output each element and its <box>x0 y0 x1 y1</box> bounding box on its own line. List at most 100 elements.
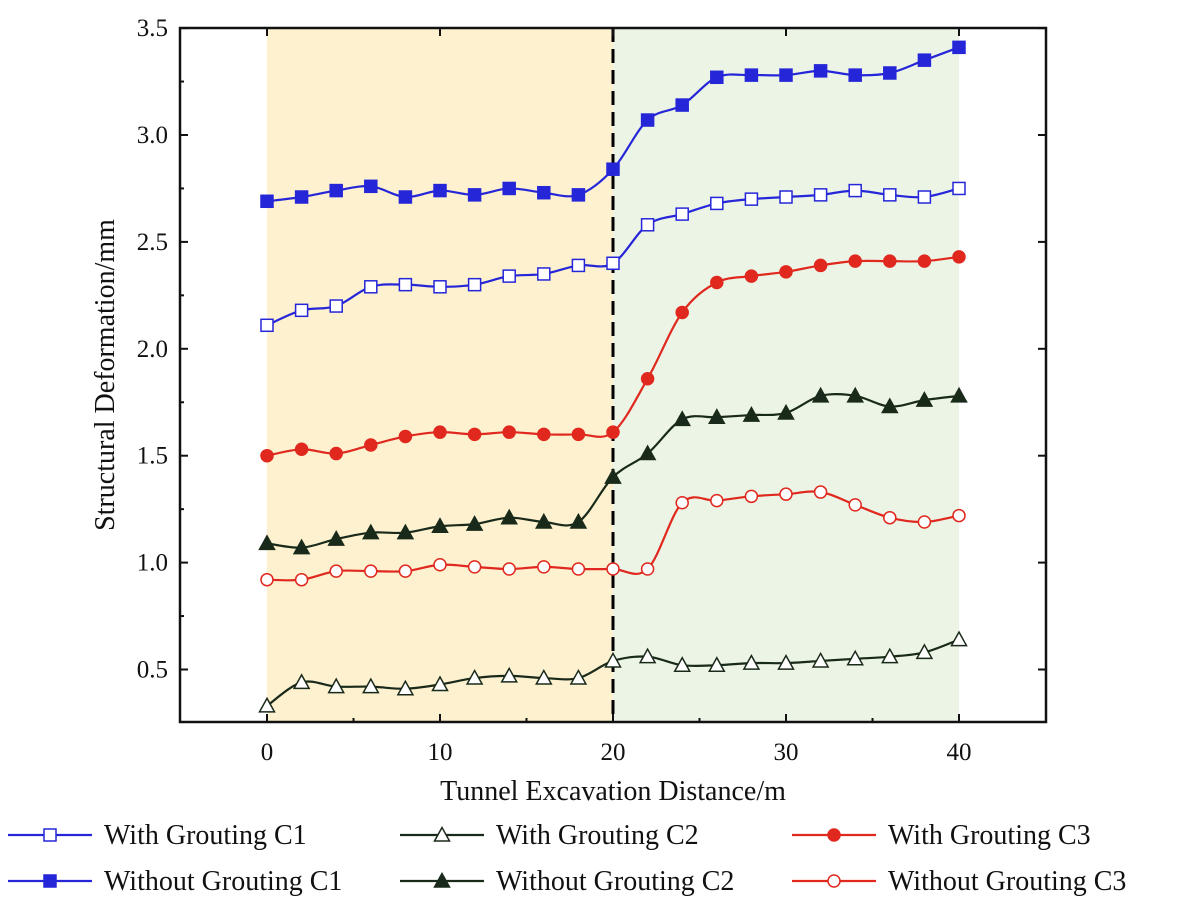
series-6 <box>260 485 966 587</box>
data-point-4-12 <box>640 113 655 127</box>
data-point-1-9 <box>537 267 551 281</box>
data-point-2-13 <box>673 656 691 672</box>
data-point-4-17 <box>813 64 828 78</box>
data-point-1-16 <box>779 190 793 204</box>
data-point-4-8 <box>502 181 516 196</box>
data-point-3-7 <box>467 427 482 442</box>
axis-ticks <box>180 27 1046 722</box>
data-point-3-20 <box>917 254 932 268</box>
data-point-1-13 <box>675 207 689 221</box>
data-point-4-5 <box>398 190 413 204</box>
data-point-6-13 <box>675 495 689 510</box>
data-point-4-7 <box>467 188 482 202</box>
data-point-3-12 <box>640 371 655 386</box>
legend-marker <box>43 828 57 842</box>
data-point-3-18 <box>848 254 862 268</box>
data-point-3-19 <box>883 254 897 268</box>
legend-marker <box>827 828 841 842</box>
data-point-3-9 <box>537 427 551 442</box>
data-point-3-3 <box>329 446 343 461</box>
legend-marker <box>43 874 57 888</box>
legend-item-5: Without Grouting C2 <box>400 866 734 897</box>
x-tick-labels: 0 10 20 30 40 <box>261 739 972 766</box>
legend-item-2: With Grouting C2 <box>400 820 699 851</box>
data-point-6-3 <box>329 564 343 578</box>
data-point-1-5 <box>398 277 413 292</box>
legend-marker <box>433 871 451 888</box>
data-point-6-16 <box>779 487 793 501</box>
data-point-1-18 <box>848 183 862 198</box>
data-point-6-1 <box>260 572 274 587</box>
data-point-3-13 <box>675 305 689 320</box>
data-point-4-6 <box>433 183 447 198</box>
data-point-6-5 <box>398 564 413 578</box>
data-point-6-6 <box>433 557 447 572</box>
legend-label: With Grouting C1 <box>104 820 307 851</box>
data-point-3-2 <box>294 442 309 457</box>
data-point-5-13 <box>673 410 691 427</box>
data-point-1-6 <box>433 280 447 294</box>
legend-label: Without Grouting C2 <box>496 866 734 897</box>
data-point-3-6 <box>433 425 447 439</box>
series-5 <box>258 386 968 555</box>
data-point-4-2 <box>294 190 309 204</box>
data-point-4-21 <box>952 40 966 55</box>
data-point-5-20 <box>915 391 934 407</box>
y-axis-title: Structural Deformation/mm <box>90 219 121 531</box>
data-point-6-10 <box>571 562 586 576</box>
shaded-region-1 <box>267 29 613 721</box>
data-point-6-18 <box>848 498 862 512</box>
legend-item-1: With Grouting C1 <box>8 820 307 851</box>
legend-marker <box>827 874 841 888</box>
y-tick-label: 3.5 <box>137 15 168 42</box>
data-point-4-20 <box>917 53 932 67</box>
data-point-6-8 <box>502 562 516 576</box>
data-point-3-5 <box>398 429 413 444</box>
series-layer <box>258 40 968 713</box>
data-point-6-14 <box>710 493 724 508</box>
data-point-5-12 <box>638 444 657 461</box>
data-point-3-4 <box>364 438 378 452</box>
data-point-3-17 <box>813 258 828 273</box>
data-point-2-15 <box>742 654 761 670</box>
data-point-1-17 <box>813 188 828 202</box>
data-point-2-21 <box>950 630 968 647</box>
legend-label: Without Grouting C3 <box>888 866 1126 897</box>
x-tick-label: 40 <box>947 739 972 766</box>
data-point-5-3 <box>327 530 345 546</box>
legend-item-6: Without Grouting C3 <box>792 866 1126 897</box>
y-tick-label: 3.0 <box>137 122 168 149</box>
legend-item-3: With Grouting C3 <box>792 820 1091 851</box>
x-tick-label: 10 <box>428 739 453 766</box>
legend: With Grouting C1 With Grouting C2 With Gro… <box>8 820 1126 897</box>
data-point-3-14 <box>710 275 724 290</box>
data-point-1-14 <box>710 196 724 211</box>
data-point-2-9 <box>535 669 553 685</box>
series-2 <box>258 630 968 713</box>
data-point-3-8 <box>502 425 516 439</box>
data-point-6-17 <box>813 485 828 499</box>
data-point-2-16 <box>777 654 795 670</box>
series-1 <box>260 181 966 333</box>
data-point-6-4 <box>364 564 378 578</box>
x-axis-title: Tunnel Excavation Distance/m <box>440 776 786 807</box>
y-tick-label: 1.5 <box>137 443 168 470</box>
data-point-2-1 <box>258 696 276 713</box>
data-point-2-6 <box>431 675 449 692</box>
x-tick-label: 0 <box>261 739 274 766</box>
series-3 <box>260 250 966 463</box>
data-point-5-17 <box>811 386 830 403</box>
x-tick-label: 30 <box>774 739 799 766</box>
data-point-2-10 <box>569 669 588 685</box>
data-point-4-4 <box>364 179 378 194</box>
data-point-3-11 <box>606 425 620 439</box>
data-point-6-20 <box>917 515 932 529</box>
data-point-2-11 <box>604 651 622 668</box>
data-point-4-11 <box>606 162 620 176</box>
y-tick-label: 2.5 <box>137 229 168 256</box>
legend-label: With Grouting C3 <box>888 820 1091 851</box>
data-point-2-18 <box>846 649 864 666</box>
data-point-1-21 <box>952 181 966 196</box>
data-point-5-7 <box>465 515 484 531</box>
data-point-4-10 <box>571 188 586 202</box>
